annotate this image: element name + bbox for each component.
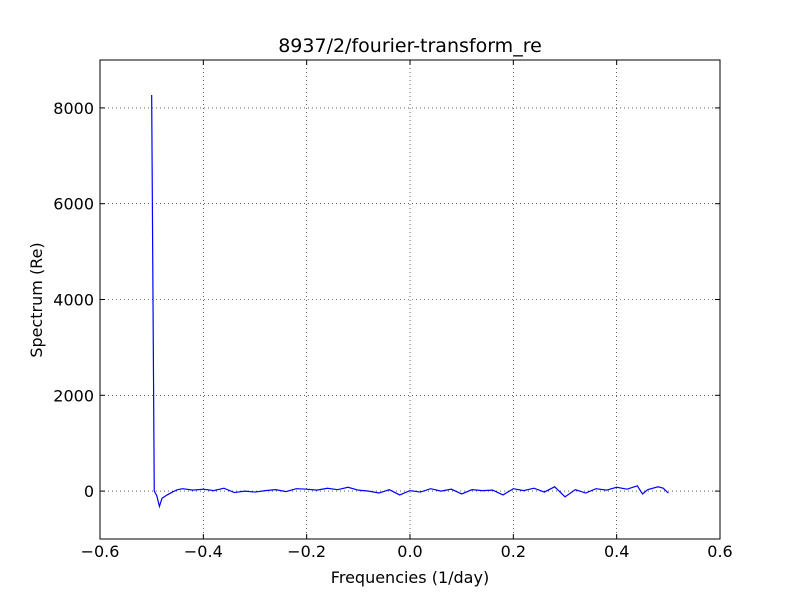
- y-axis-label: Spectrum (Re): [27, 242, 46, 357]
- x-tick-label: −0.6: [81, 542, 120, 561]
- x-tick-label: −0.4: [184, 542, 223, 561]
- x-tick-label: 0.4: [604, 542, 629, 561]
- plot-frame: [99, 59, 721, 540]
- x-axis-label: Frequencies (1/day): [331, 568, 489, 587]
- x-tick-label: 0.2: [501, 542, 526, 561]
- y-tick-label: 2000: [53, 386, 94, 405]
- chart-title: 8937/2/fourier-transform_re: [278, 35, 542, 57]
- data-line: [151, 94, 669, 509]
- y-tick-label: 6000: [53, 195, 94, 214]
- x-tick-label: 0.0: [397, 542, 422, 561]
- y-tick-label: 0: [84, 482, 94, 501]
- x-tick-label: −0.2: [287, 542, 326, 561]
- y-tick-label: 8000: [53, 99, 94, 118]
- x-tick-label: 0.6: [707, 542, 732, 561]
- y-tick-label: 4000: [53, 291, 94, 310]
